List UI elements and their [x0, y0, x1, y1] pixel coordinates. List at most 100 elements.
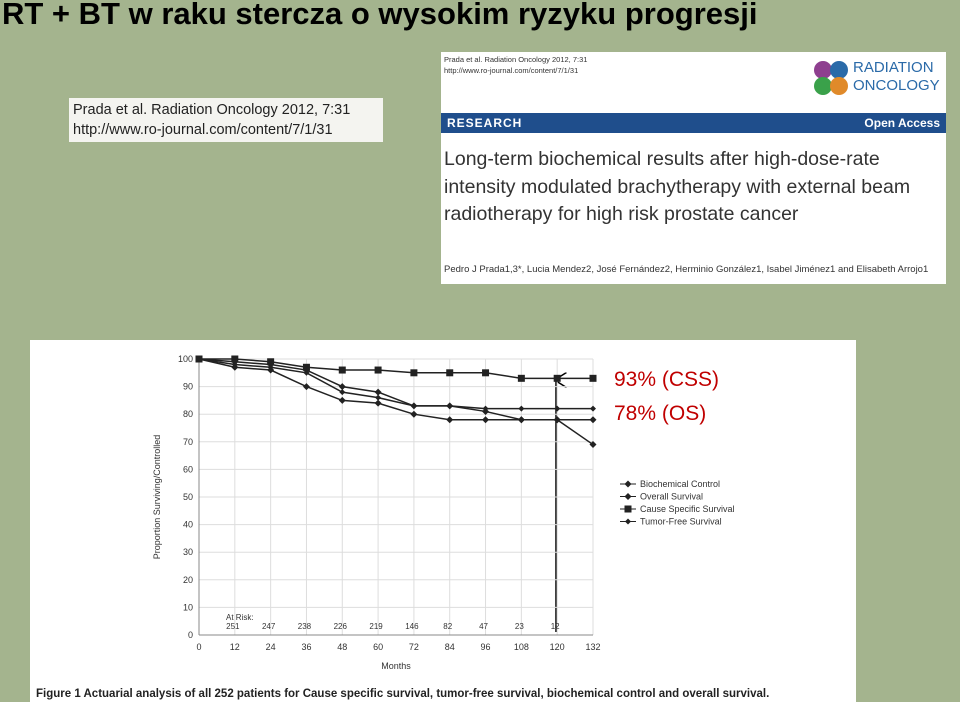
marker — [231, 361, 238, 368]
x-tick-label: 84 — [445, 642, 455, 652]
section: RESEARCH — [447, 116, 523, 130]
y-tick-label: 80 — [183, 409, 193, 419]
marker — [589, 441, 597, 449]
legend-marker — [624, 480, 632, 488]
marker — [410, 402, 417, 409]
y-tick-label: 0 — [188, 630, 193, 640]
marker — [482, 416, 490, 424]
at-risk-label: At Risk: — [226, 613, 254, 622]
y-tick-label: 90 — [183, 382, 193, 392]
legend-label: Tumor-Free Survival — [640, 517, 722, 527]
marker — [482, 405, 489, 412]
marker — [590, 405, 596, 412]
marker — [410, 410, 418, 418]
marker — [267, 358, 275, 366]
x-tick-label: 120 — [550, 642, 565, 652]
marker — [553, 374, 561, 382]
legend-marker — [624, 493, 632, 500]
at-risk-count: 219 — [369, 622, 383, 631]
citation-journal: Prada et al. Radiation Oncology 2012, 7:… — [73, 102, 351, 118]
at-risk-count: 82 — [443, 622, 452, 631]
marker — [338, 366, 346, 374]
marker — [589, 374, 597, 382]
marker — [339, 389, 346, 396]
marker — [196, 356, 202, 362]
marker — [518, 405, 525, 412]
x-tick-label: 0 — [196, 642, 201, 652]
citation-url: http://www.ro-journal.com/content/7/1/31 — [73, 122, 333, 138]
y-tick-label: 40 — [183, 520, 193, 530]
logo-text: ONCOLOGY — [853, 77, 940, 94]
marker — [267, 364, 274, 371]
x-tick-label: 24 — [266, 642, 276, 652]
y-tick-label: 60 — [183, 464, 193, 474]
y-tick-label: 20 — [183, 575, 193, 585]
annotation: 93% (CSS) — [614, 368, 719, 391]
marker — [589, 416, 597, 424]
at-risk-count: 251 — [226, 622, 240, 631]
legend-marker — [625, 518, 631, 525]
marker — [517, 374, 525, 382]
marker — [517, 416, 525, 424]
series-line — [198, 358, 593, 421]
marker — [374, 399, 382, 407]
logo-icon — [814, 61, 848, 95]
legend-label: Biochemical Control — [640, 479, 720, 489]
logo-text: RADIATION — [853, 59, 934, 76]
marker — [231, 355, 239, 363]
caption: Figure 1 Actuarial analysis of all 252 p… — [36, 688, 769, 700]
x-tick-label: 36 — [301, 642, 311, 652]
legend-label: Cause Specific Survival — [640, 504, 735, 514]
marker — [338, 383, 346, 391]
section-bar: RESEARCH Open Access — [441, 113, 946, 133]
marker — [303, 369, 310, 376]
authors: Pedro J Prada1,3*, Lucia Mendez2, José F… — [444, 264, 929, 275]
marker — [553, 416, 561, 424]
at-risk-count: 247 — [262, 622, 276, 631]
x-tick-label: 48 — [337, 642, 347, 652]
y-tick-label: 50 — [183, 492, 193, 502]
slide-title: RT + BT w raku stercza o wysokim ryzyku … — [2, 0, 758, 31]
at-risk-count: 47 — [479, 622, 488, 631]
chart: 0 10 20 30 40 50 60 70 80 90 100 0 12 24 36 48 60 72 84 96 1… — [30, 340, 856, 702]
marker — [302, 383, 310, 391]
annotation: 78% (OS) — [614, 402, 706, 425]
y-tick-label: 70 — [183, 437, 193, 447]
article: Prada et al. Radiation Oncology 2012, 7:… — [441, 52, 946, 284]
citation: Prada et al. Radiation Oncology 2012, 7:… — [69, 98, 383, 142]
article-header: Prada et al. Radiation Oncology 2012, 7:… — [444, 54, 587, 76]
legend-marker — [624, 505, 632, 513]
marker — [410, 369, 418, 377]
y-tick-label: 10 — [183, 602, 193, 612]
x-tick-label: 96 — [481, 642, 491, 652]
marker — [374, 388, 382, 396]
x-tick-label: 72 — [409, 642, 419, 652]
marker — [375, 394, 382, 401]
article-title: Long-term biochemical results after high… — [444, 148, 911, 225]
at-risk-count: 23 — [515, 622, 524, 631]
y-tick-label: 30 — [183, 547, 193, 557]
marker — [338, 396, 346, 404]
marker — [302, 363, 310, 371]
x-axis-label: Months — [381, 661, 411, 671]
legend-label: Overall Survival — [640, 492, 703, 502]
marker — [446, 402, 453, 409]
marker — [446, 416, 454, 424]
x-tick-label: 108 — [514, 642, 529, 652]
x-tick-label: 12 — [230, 642, 240, 652]
marker — [554, 405, 561, 412]
x-tick-label: 132 — [585, 642, 600, 652]
article-url: http://www.ro-journal.com/content/7/1/31 — [444, 66, 579, 75]
at-risk-count: 226 — [334, 622, 348, 631]
access: Open Access — [864, 116, 940, 130]
y-tick-label: 100 — [178, 354, 193, 364]
at-risk-count: 12 — [551, 622, 560, 631]
marker — [446, 369, 454, 377]
at-risk-count: 238 — [298, 622, 312, 631]
y-axis-label: Proportion Surviving/Controlled — [152, 435, 162, 560]
article-journal: Prada et al. Radiation Oncology 2012, 7:… — [444, 55, 588, 64]
marker — [374, 366, 382, 374]
series-line — [199, 358, 593, 380]
series-line — [198, 358, 593, 410]
